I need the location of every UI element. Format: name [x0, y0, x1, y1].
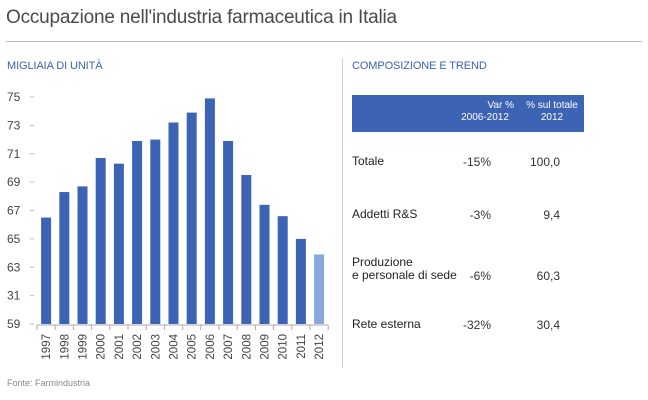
column-header-var-line1: Var % [487, 100, 515, 111]
x-tick-label: 2003 [150, 334, 162, 360]
table-row-share: 100,0 [529, 155, 560, 169]
x-tick-label: 2012 [314, 334, 326, 360]
bar-2008 [241, 175, 252, 324]
column-header-share: % sul totale 2012 [520, 100, 584, 124]
bar-2005 [186, 112, 197, 324]
table-row-label: Produzione e personale di sede [352, 256, 457, 282]
bar-2009 [259, 204, 270, 324]
column-header-var-line2: 2006-2012 [461, 112, 509, 123]
x-tick-label: 2007 [223, 334, 235, 360]
y-tick-label: 71 [7, 147, 21, 161]
x-tick-label: 2009 [260, 334, 272, 360]
section-divider [342, 58, 343, 368]
bar-1997 [41, 217, 52, 324]
column-header-share-line1: % sul totale [526, 100, 578, 111]
bar-1998 [59, 192, 70, 324]
chart-title: Occupazione nell'industria farmaceutica … [6, 7, 397, 28]
x-tick-label: 2004 [169, 333, 181, 359]
table-row-label: Totale [352, 154, 385, 168]
x-tick-label: 2010 [278, 334, 290, 360]
bar-2010 [277, 216, 288, 324]
x-tick-label: 2001 [114, 334, 126, 360]
bar-2011 [295, 238, 306, 324]
y-tick-label: 73 [7, 118, 21, 132]
y-tick-label: 31 [7, 289, 21, 303]
bar-chart: 75 73 71 69 67 65 63 31 59 1997 1998 1999 2000 2001 2… [7, 90, 329, 360]
y-axis: 75 73 71 69 67 65 63 31 59 [7, 90, 34, 331]
x-axis: 1997 1998 1999 2000 2001 2002 2003 2004 2005 2006… [36, 324, 329, 360]
bar-2001 [113, 163, 124, 324]
source-note: Fonte: Farmindustria [7, 378, 91, 388]
x-tick-label: 1998 [59, 334, 71, 360]
x-tick-label: 2005 [187, 334, 199, 360]
bar-2004 [168, 122, 179, 324]
bar-2000 [95, 158, 106, 324]
table-row-share: 30,4 [536, 318, 560, 332]
table-header: Var % 2006-2012 % sul totale 2012 [352, 95, 584, 132]
column-header-share-line2: 2012 [540, 112, 564, 123]
table-row-label-line1: Produzione [352, 255, 413, 269]
bar-2003 [150, 139, 161, 324]
table-row-label: Addetti R&S [352, 207, 418, 221]
bar-2006 [204, 98, 215, 324]
title-divider [6, 41, 642, 42]
y-tick-label: 69 [7, 175, 21, 189]
x-tick-label: 1997 [41, 334, 53, 360]
bar-2012 [314, 254, 325, 324]
y-axis-unit-label: MIGLIAIA DI UNITÀ [7, 60, 103, 72]
bars [41, 98, 325, 324]
y-tick-label: 59 [7, 317, 21, 331]
x-tick-label: 2011 [296, 334, 308, 359]
x-tick-label: 2006 [205, 334, 217, 360]
table-row-label-line2: e personale di sede [352, 268, 457, 282]
x-tick-label: 1999 [78, 334, 90, 360]
table-row-var: -15% [462, 155, 491, 169]
x-tick-label: 2002 [132, 334, 144, 360]
x-tick-label: 2000 [96, 334, 108, 360]
y-tick-label: 65 [7, 232, 21, 246]
table-row-share: 60,3 [536, 269, 560, 283]
table-row-var: -3% [469, 208, 491, 222]
table-row-var: -32% [462, 318, 491, 332]
column-header-var: Var % 2006-2012 [450, 100, 520, 124]
y-tick-label: 67 [7, 204, 21, 218]
y-tick-label: 63 [7, 260, 21, 274]
table-row-share: 9,4 [543, 208, 560, 222]
table-row-var: -6% [469, 269, 491, 283]
table-row-label: Rete esterna [352, 317, 421, 331]
bar-1999 [77, 186, 88, 324]
bar-2002 [132, 140, 143, 324]
table-section-label: COMPOSIZIONE E TREND [352, 60, 487, 72]
x-tick-label: 2008 [241, 334, 253, 360]
y-tick-label: 75 [7, 90, 21, 104]
bar-2007 [223, 140, 234, 324]
